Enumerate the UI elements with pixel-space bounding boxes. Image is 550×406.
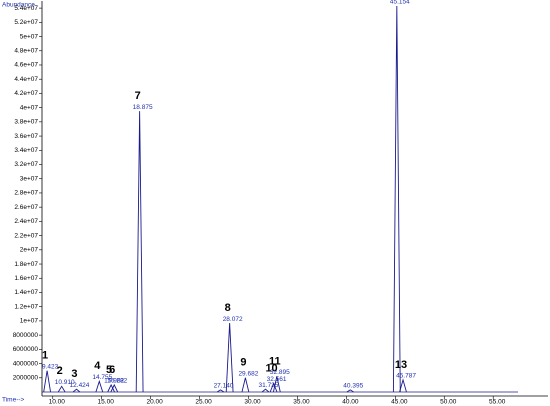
y-tick-label: 3.2e+07 [14,161,38,168]
x-tick-label: 45.00 [391,399,408,406]
retention-time-label: 18.875 [133,104,153,111]
peak [346,389,354,393]
y-tick-label: 2.8e+07 [14,190,38,197]
x-tick-label: 10.00 [49,399,66,406]
peak-number: 6 [109,364,115,376]
retention-time-label: 15.962 [104,378,124,385]
retention-time-label: 12.424 [70,382,90,389]
retention-time-label: 45.154 [390,0,410,6]
x-tick-label: 55.00 [489,399,506,406]
y-tick-label: 4.2e+07 [14,90,38,97]
peak [216,389,225,393]
peak-number: 13 [395,359,407,371]
y-tick-label: 4.6e+07 [14,62,38,69]
y-tick-label: 8000000 [13,332,39,339]
peak-number: 10 [265,362,277,374]
peak [241,377,250,393]
y-tick-label: 1.2e+07 [14,303,38,310]
y-tick-label: 3.6e+07 [14,133,38,140]
y-tick-label: 2.6e+07 [14,204,38,211]
peak [399,378,407,393]
x-tick-label: 25.00 [195,399,212,406]
peak [261,388,270,393]
peak [392,5,401,393]
y-tick-label: 3.4e+07 [14,147,38,154]
x-tick-label: 30.00 [244,399,261,406]
y-tick-label: 5.4e+07 [14,5,38,12]
retention-time-label: 14.755 [92,374,112,381]
retention-time-label: 32.561 [267,376,287,383]
y-tick-label: 5.2e+07 [14,19,38,26]
peak [135,111,144,393]
y-tick-label: 1.8e+07 [14,261,38,268]
peak [72,388,81,393]
peak [272,376,281,393]
peak [269,382,278,393]
peak-number: 11 [269,355,281,367]
retention-time-label: 31.735 [259,382,279,389]
y-tick-label: 3.8e+07 [14,119,38,126]
retention-time-label: 27.140 [214,383,234,390]
x-tick-label: 35.00 [293,399,310,406]
peak-number: 1 [42,350,48,362]
retention-time-label: 32.895 [270,369,290,376]
y-tick-label: 1.6e+07 [14,275,38,282]
retention-time-label: 29.682 [238,371,258,378]
peak-number: 5 [106,364,112,376]
x-tick-label: 15.00 [98,399,115,406]
y-tick-label: 2.4e+07 [14,218,38,225]
y-tick-label: 2.2e+07 [14,232,38,239]
y-tick-label: 2000000 [13,375,39,382]
x-tick-label: 40.00 [342,399,359,406]
y-tick-label: 4.8e+07 [14,47,38,54]
y-tick-label: 3e+07 [20,175,39,182]
x-axis-label: Time--> [2,397,25,404]
y-tick-label: 2e+07 [20,247,39,254]
x-tick-label: 20.00 [146,399,163,406]
peak [57,385,66,393]
peak [95,379,104,393]
y-tick-label: 1e+07 [20,318,39,325]
peak-number: 7 [135,90,141,102]
peak-number: 9 [240,357,246,369]
peak-number: 4 [94,360,101,372]
y-tick-label: 4000000 [13,360,39,367]
y-tick-label: 4.4e+07 [14,76,38,83]
retention-time-label: 9.423 [42,363,59,370]
retention-time-label: 10.910 [55,379,75,386]
y-tick-label: 6000000 [13,346,39,353]
x-tick-label: 50.00 [440,399,457,406]
peak-number: 8 [225,302,231,314]
y-tick-label: 5e+07 [20,33,39,40]
peak-number: 2 [57,365,63,377]
y-tick-label: 4e+07 [20,104,39,111]
retention-time-label: 40.395 [343,383,363,390]
peak [43,370,51,393]
peak [225,323,234,393]
y-axis-label: Abundance [2,2,35,9]
y-tick-label: 1.4e+07 [14,289,38,296]
retention-time-label: 16.282 [107,378,127,385]
peak-number: 3 [71,368,77,380]
retention-time-label: 45.787 [396,373,416,380]
peak [110,383,119,393]
peak [107,383,115,393]
retention-time-label: 28.072 [223,316,243,323]
